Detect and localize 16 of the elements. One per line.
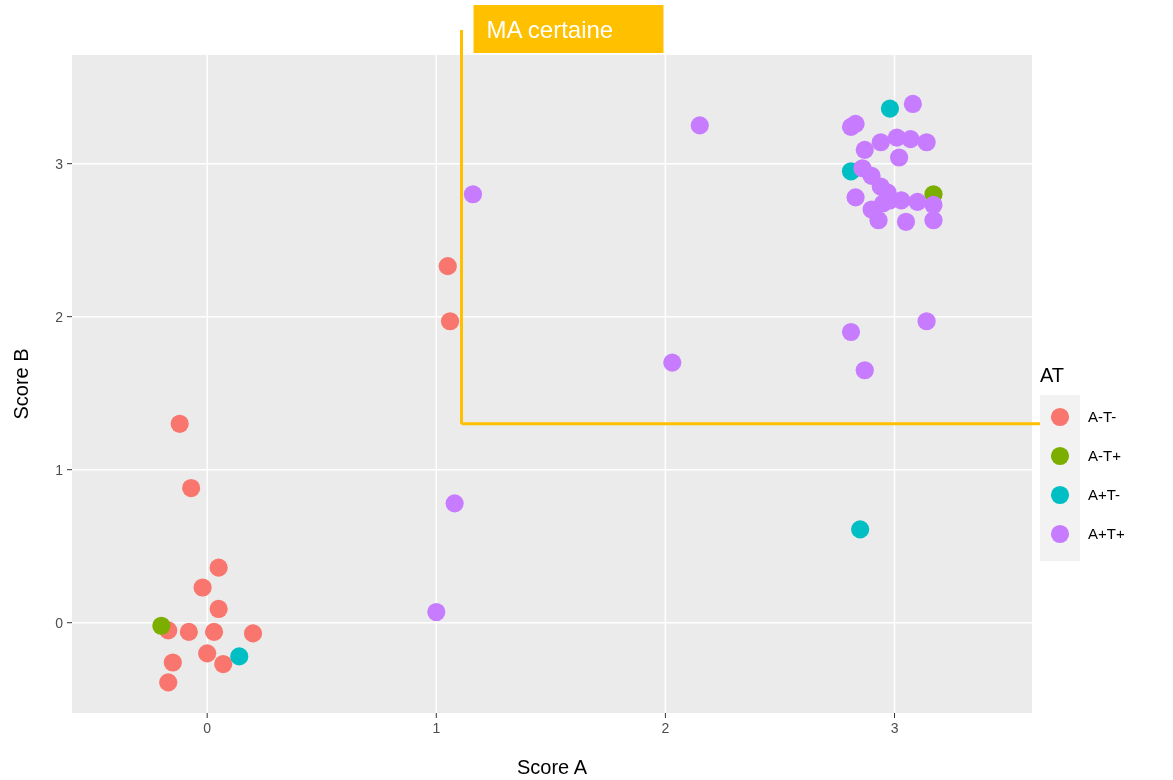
y-tick-label: 2 <box>55 308 64 325</box>
y-tick-label: 3 <box>55 155 64 172</box>
y-tick-label: 0 <box>55 614 64 631</box>
y-axis-title: Score B <box>10 348 32 420</box>
legend-label: A-T- <box>1088 408 1117 425</box>
x-tick-label: 0 <box>203 720 212 736</box>
x-tick-label: 2 <box>661 720 670 736</box>
ref-line-label: MA certaine <box>486 16 614 43</box>
y-tick-label: 1 <box>55 461 64 478</box>
x-axis-title: Score A <box>516 756 588 778</box>
legend-label: A-T+ <box>1088 447 1122 464</box>
legend-label: A+T+ <box>1088 525 1125 542</box>
legend-label: A+T- <box>1088 486 1121 503</box>
x-tick-label: 3 <box>890 720 899 736</box>
x-tick-label: 1 <box>432 720 441 736</box>
legend-title: AT <box>1040 364 1065 386</box>
